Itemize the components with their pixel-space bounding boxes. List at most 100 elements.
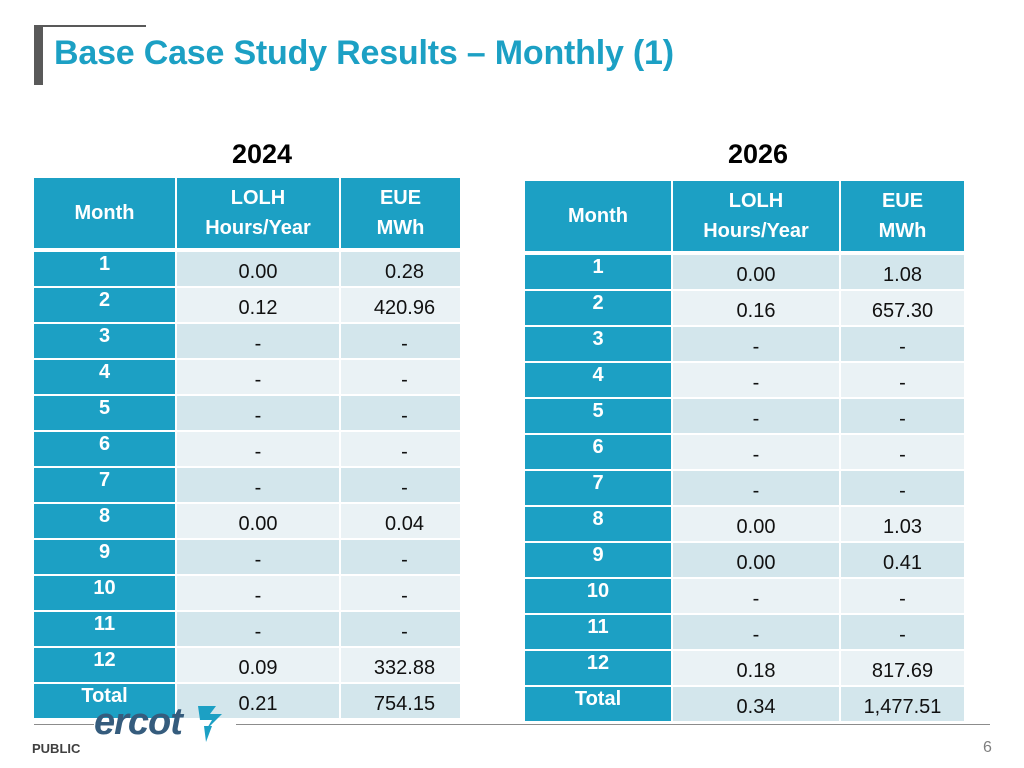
lolh-column-header: LOLH Hours/Year	[673, 181, 841, 255]
year-label-2024: 2024	[232, 139, 293, 169]
month-cell: 9	[525, 543, 673, 579]
lolh-cell: 0.09	[177, 648, 341, 684]
lolh-cell: 0.00	[673, 255, 841, 291]
lolh-header-label: LOLH	[230, 187, 286, 209]
month-cell: 3	[34, 324, 177, 360]
table-row: 1 0.00 1.08	[525, 255, 964, 291]
lolh-cell: -	[673, 363, 841, 399]
eue-cell: 754.15	[341, 684, 460, 720]
month-cell: 4	[34, 360, 177, 396]
eue-cell: 657.30	[841, 291, 964, 327]
eue-header-label: EUE	[881, 190, 924, 212]
lolh-column-header: LOLH Hours/Year	[177, 178, 341, 252]
table-row: 9 0.00 0.41	[525, 543, 964, 579]
table-header-row: Month LOLH Hours/Year EUE MWh	[525, 181, 964, 255]
eue-cell: -	[341, 432, 460, 468]
lolh-cell: 0.12	[177, 288, 341, 324]
table-row: 4--	[34, 360, 460, 396]
lolh-cell: -	[177, 540, 341, 576]
month-cell: 4	[525, 363, 673, 399]
lolh-cell: 0.00	[177, 504, 341, 540]
lolh-cell: 0.00	[673, 507, 841, 543]
lolh-cell: -	[177, 576, 341, 612]
table-row: Total 0.21 754.15	[34, 684, 460, 720]
month-cell: 7	[34, 468, 177, 504]
table-row: 7--	[34, 468, 460, 504]
lolh-cell: -	[177, 468, 341, 504]
table-row: 6--	[525, 435, 964, 471]
table-row: 3--	[34, 324, 460, 360]
lolh-cell: 0.00	[177, 252, 341, 288]
title-rule	[36, 25, 146, 27]
lolh-cell: 0.00	[673, 543, 841, 579]
lolh-cell: 0.18	[673, 651, 841, 687]
eue-cell: -	[841, 579, 964, 615]
month-column-header: Month	[34, 178, 177, 252]
lolh-header-label: LOLH	[728, 190, 784, 212]
month-cell: 9	[34, 540, 177, 576]
eue-cell: 332.88	[341, 648, 460, 684]
eue-cell: -	[341, 576, 460, 612]
month-cell: 8	[525, 507, 673, 543]
month-cell: 11	[525, 615, 673, 651]
table-row: 2 0.16 657.30	[525, 291, 964, 327]
eue-column-header: EUE MWh	[841, 181, 964, 255]
month-cell: Total	[525, 687, 673, 723]
eue-header-unit: MWh	[376, 217, 425, 239]
table-row: 1 0.00 0.28	[34, 252, 460, 288]
eue-cell: 1.08	[841, 255, 964, 291]
table-row: 3--	[525, 327, 964, 363]
table-row: 8 0.00 1.03	[525, 507, 964, 543]
month-cell: 2	[525, 291, 673, 327]
month-cell: 5	[34, 396, 177, 432]
month-cell: 2	[34, 288, 177, 324]
table-row: Total 0.34 1,477.51	[525, 687, 964, 723]
month-cell: 10	[525, 579, 673, 615]
lolh-cell: 0.16	[673, 291, 841, 327]
lolh-cell: -	[673, 471, 841, 507]
results-table-2026: Month LOLH Hours/Year EUE MWh 1 0.00 1.08 2 0.…	[525, 181, 964, 723]
table-row: 10- -	[525, 579, 964, 615]
table-row: 10- -	[34, 576, 460, 612]
eue-cell: -	[341, 360, 460, 396]
month-cell: 1	[525, 255, 673, 291]
eue-cell: -	[341, 540, 460, 576]
month-cell: Total	[34, 684, 177, 720]
lolh-cell: -	[673, 579, 841, 615]
eue-cell: 420.96	[341, 288, 460, 324]
table-row: 5--	[34, 396, 460, 432]
page-number: 6	[983, 739, 992, 756]
month-cell: 1	[34, 252, 177, 288]
eue-cell: 817.69	[841, 651, 964, 687]
eue-cell: -	[841, 471, 964, 507]
title-accent-bar	[34, 25, 43, 85]
footer-rule-left	[34, 724, 94, 725]
month-column-header: Month	[525, 181, 673, 255]
eue-cell: -	[841, 363, 964, 399]
table-row: 6--	[34, 432, 460, 468]
results-table-2024: Month LOLH Hours/Year EUE MWh 1 0.00 0.28 2 0.…	[34, 178, 460, 720]
month-cell: 6	[525, 435, 673, 471]
footer-rule-right	[236, 724, 990, 725]
table-row: 11- -	[525, 615, 964, 651]
logo-wordmark: ercot	[94, 701, 184, 743]
lolh-cell: -	[177, 612, 341, 648]
table-row: 7--	[525, 471, 964, 507]
lolh-header-unit: Hours/Year	[703, 220, 809, 242]
eue-cell: -	[841, 615, 964, 651]
eue-cell: -	[341, 612, 460, 648]
month-cell: 7	[525, 471, 673, 507]
table-row: 5--	[525, 399, 964, 435]
eue-header-label: EUE	[379, 187, 422, 209]
lolh-cell: -	[673, 399, 841, 435]
table-row: 9--	[34, 540, 460, 576]
eue-cell: 1,477.51	[841, 687, 964, 723]
eue-cell: -	[841, 399, 964, 435]
table-row: 8 0.00 0.04	[34, 504, 460, 540]
eue-cell: 0.28	[341, 252, 460, 288]
table-row: 4--	[525, 363, 964, 399]
month-cell: 12	[34, 648, 177, 684]
slide-title: Base Case Study Results – Monthly (1)	[54, 34, 674, 72]
eue-cell: -	[341, 324, 460, 360]
month-cell: 12	[525, 651, 673, 687]
